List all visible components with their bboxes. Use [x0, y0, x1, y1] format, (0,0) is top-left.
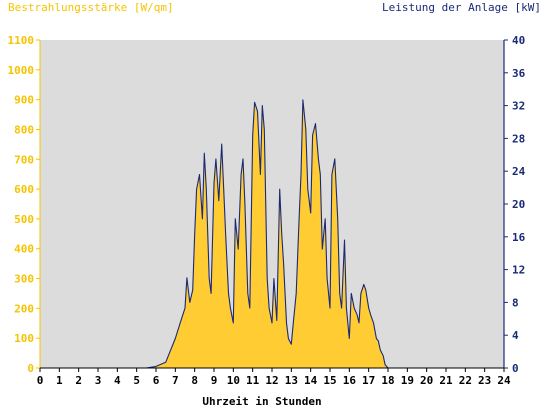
x-tick-label: 4	[114, 374, 121, 387]
y-left-tick-label: 600	[14, 183, 34, 196]
y-left-tick-label: 1000	[8, 64, 35, 77]
series-layer	[40, 99, 504, 369]
ticks-layer: 0100200300400500600700800900100011000481…	[8, 34, 526, 387]
y-left-tick-label: 900	[14, 94, 34, 107]
y-right-tick-label: 36	[512, 67, 526, 80]
y-right-tick-label: 28	[512, 132, 525, 145]
x-tick-label: 23	[478, 374, 491, 387]
x-tick-label: 9	[211, 374, 218, 387]
y-right-tick-label: 12	[512, 264, 525, 277]
x-tick-label: 21	[439, 374, 453, 387]
x-tick-label: 17	[362, 374, 375, 387]
x-tick-label: 20	[420, 374, 433, 387]
y-right-tick-label: 8	[512, 296, 519, 309]
x-tick-label: 24	[497, 374, 511, 387]
y-right-tick-label: 0	[512, 362, 519, 375]
x-tick-label: 11	[246, 374, 260, 387]
x-tick-label: 10	[227, 374, 240, 387]
x-tick-label: 15	[323, 374, 336, 387]
y-left-tick-label: 0	[27, 362, 34, 375]
y-left-tick-label: 500	[14, 213, 34, 226]
y-right-tick-label: 32	[512, 100, 525, 113]
y-right-tick-label: 16	[512, 231, 526, 244]
x-tick-label: 5	[133, 374, 140, 387]
x-tick-label: 18	[381, 374, 394, 387]
y-left-tick-label: 700	[14, 153, 34, 166]
x-tick-label: 13	[285, 374, 298, 387]
y-left-tick-label: 300	[14, 273, 34, 286]
x-tick-label: 14	[304, 374, 318, 387]
y-right-tick-label: 24	[512, 165, 526, 178]
x-tick-label: 16	[343, 374, 357, 387]
y-left-tick-label: 800	[14, 123, 34, 136]
y-right-tick-label: 40	[512, 34, 525, 47]
x-tick-label: 19	[401, 374, 414, 387]
right-axis-title: Leistung der Anlage [kW]	[382, 1, 541, 14]
x-tick-label: 3	[95, 374, 102, 387]
x-tick-label: 12	[265, 374, 278, 387]
x-tick-label: 8	[191, 374, 198, 387]
left-axis-title: Bestrahlungsstärke [W/qm]	[8, 1, 174, 14]
x-tick-label: 1	[56, 374, 63, 387]
y-left-tick-label: 400	[14, 243, 34, 256]
x-tick-label: 2	[75, 374, 82, 387]
power-line	[40, 99, 504, 369]
x-tick-label: 7	[172, 374, 179, 387]
y-right-tick-label: 20	[512, 198, 525, 211]
y-left-tick-label: 200	[14, 302, 34, 315]
y-left-tick-label: 1100	[8, 34, 35, 47]
x-tick-label: 0	[37, 374, 44, 387]
y-right-tick-label: 4	[512, 329, 519, 342]
x-axis-label: Uhrzeit in Stunden	[202, 395, 321, 408]
x-tick-label: 6	[153, 374, 160, 387]
x-tick-label: 22	[459, 374, 472, 387]
y-left-tick-label: 100	[14, 332, 34, 345]
